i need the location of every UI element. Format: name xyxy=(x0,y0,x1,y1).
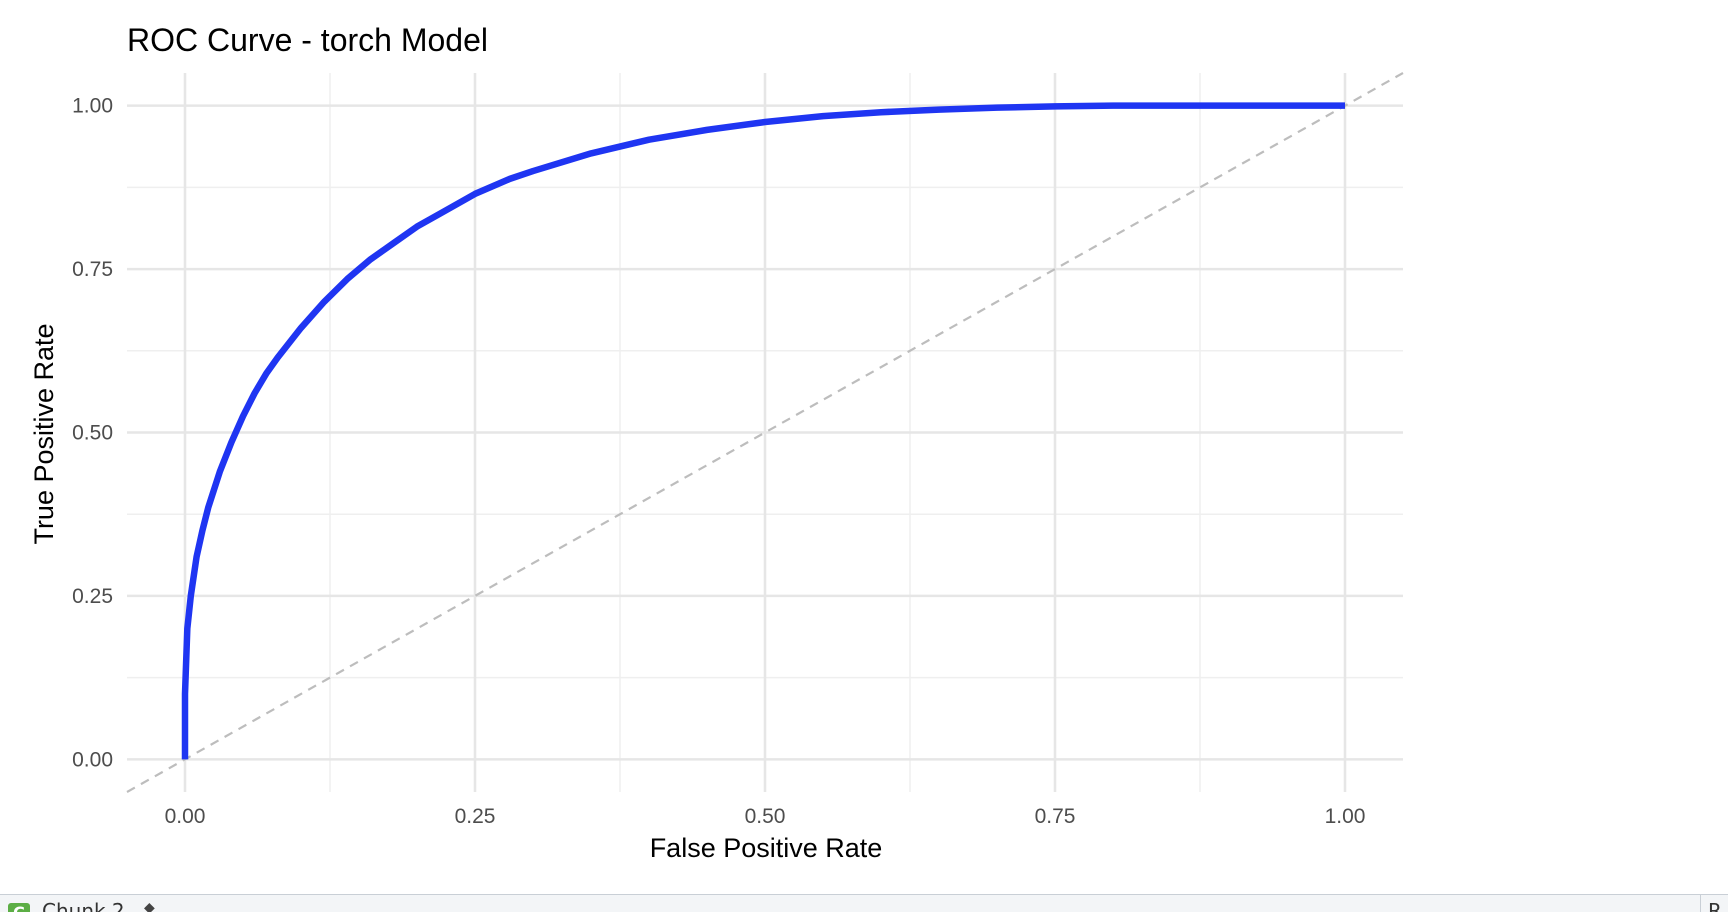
chunk-type-label[interactable]: R xyxy=(1708,899,1722,912)
y-tick-label: 0.50 xyxy=(72,422,113,445)
x-tick-label: 0.00 xyxy=(165,805,206,828)
y-tick-label: 0.00 xyxy=(72,748,113,771)
major-gridlines xyxy=(127,73,1403,792)
chunk-toolbar[interactable]: C Chunk 2 ◆ R xyxy=(0,894,1728,912)
y-axis-label: True Positive Rate xyxy=(29,323,59,544)
toolbar-divider xyxy=(1700,895,1701,912)
x-tick-label: 0.50 xyxy=(745,805,786,828)
x-tick-label: 0.75 xyxy=(1035,805,1076,828)
chart-title: ROC Curve - torch Model xyxy=(127,22,488,58)
tick-labels: 0.00 0.25 0.50 0.75 1.00 0.00 0.25 0.50 0.75 1.00 xyxy=(72,95,1365,828)
y-tick-label: 0.75 xyxy=(72,258,113,281)
x-tick-label: 0.25 xyxy=(455,805,496,828)
y-tick-label: 1.00 xyxy=(72,95,113,118)
y-tick-label: 0.25 xyxy=(72,585,113,608)
x-tick-label: 1.00 xyxy=(1325,805,1366,828)
series-layer xyxy=(126,72,1404,793)
reference-diagonal-line xyxy=(126,72,1404,793)
chunk-c-icon: C xyxy=(8,903,30,912)
roc-curve-line xyxy=(181,102,1345,760)
x-axis-label: False Positive Rate xyxy=(650,833,883,863)
chunk-caret-icon[interactable]: ◆ xyxy=(144,900,155,912)
chunk-name[interactable]: Chunk 2 xyxy=(42,899,125,912)
